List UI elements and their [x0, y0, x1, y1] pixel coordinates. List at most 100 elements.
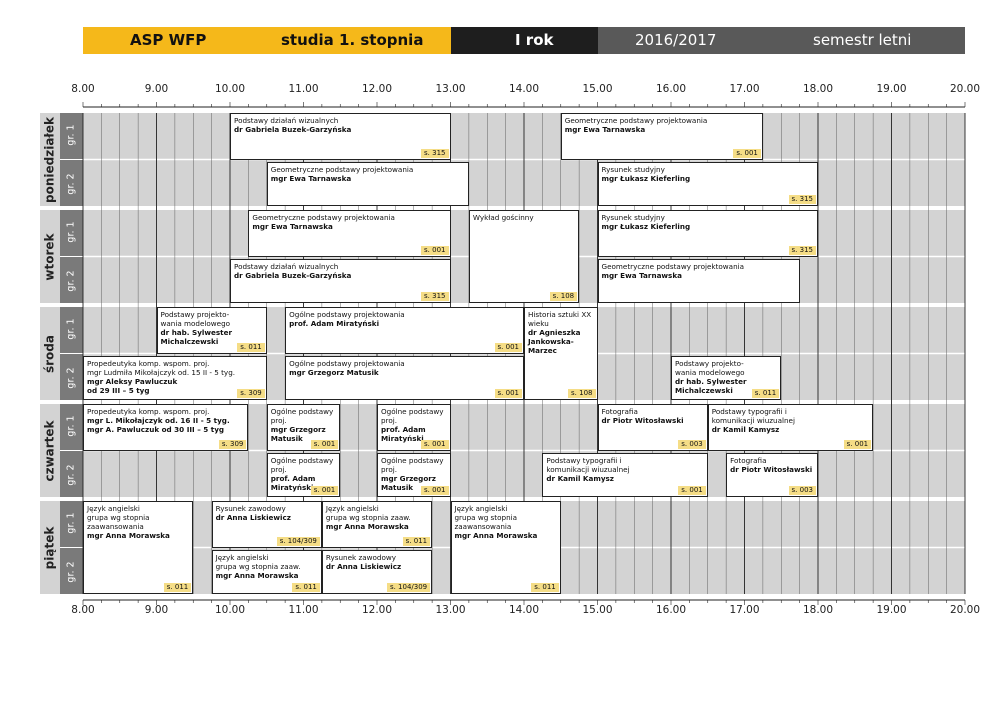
class-room-badge: s. 003: [788, 486, 816, 495]
class-teacher: mgr Aleksy Pawluczuk od 29 III – 5 tyg: [87, 376, 178, 395]
header-academic-year: 2016/2017: [635, 31, 717, 49]
class-teacher: dr Gabriela Buzek-Garzyńska: [234, 125, 352, 134]
class-block: Geometryczne podstawy projektowania mgr E…: [597, 258, 800, 303]
class-title: Propedeutyka komp. wspom. proj.: [87, 407, 210, 416]
class-block: Rysunek studyjny mgr Łukasz Kieferling s. …: [597, 161, 818, 206]
hour-label-bottom: 16.00: [655, 604, 687, 616]
class-block: Podstawy działań wizualnych dr Gabriela B…: [230, 258, 451, 303]
class-room-badge: s. 315: [788, 245, 816, 255]
class-room-badge: s. 001: [421, 245, 449, 255]
day-label-background: [40, 404, 60, 497]
class-title: Rysunek zawodowy: [325, 552, 396, 562]
class-teacher: dr hab. Sylwester Michalczewski: [160, 328, 233, 346]
class-teacher: prof. Adam Miratyński: [381, 425, 426, 443]
class-block: Historia sztuki XX wieku dr Agnieszka Jan…: [524, 307, 598, 400]
class-title: Fotografia: [730, 455, 767, 465]
class-block: Geometryczne podstawy projektowania mgr E…: [248, 210, 451, 257]
hour-label-top: 9.00: [144, 83, 169, 95]
class-title: Historia sztuki XX wieku: [528, 310, 592, 328]
class-teacher: mgr Grzegorz Matusik: [289, 367, 379, 377]
class-teacher: mgr Ewa Tarnawska: [270, 173, 352, 183]
class-teacher: mgr L. Mikołajczyk od. 16 II - 5 tyg. mg…: [87, 416, 230, 434]
class-title: Ogólne podstawy proj.: [270, 407, 334, 425]
class-teacher: dr Gabriela Buzek-Garzyńska: [234, 270, 352, 280]
class-block: Język angielski grupa wg stopnia zaaw. mg…: [211, 549, 322, 594]
class-block: Ogólne podstawy proj. mgr Grzegorz Matusi…: [266, 404, 341, 451]
class-teacher: mgr Ewa Tarnawska: [564, 125, 646, 134]
hour-label-bottom: 19.00: [876, 604, 907, 616]
class-block: Podstawy działań wizualnych dr Gabriela B…: [230, 113, 451, 160]
class-teacher: mgr Anna Morawska: [454, 531, 538, 540]
class-teacher: dr Piotr Witosławski: [730, 464, 813, 474]
class-block: Podstawy projekto- wania modelowego dr ha…: [671, 355, 782, 400]
class-title: Język angielski grupa wg stopnia zaawans…: [87, 504, 150, 531]
hour-label-top: 16.00: [655, 83, 687, 95]
day-label: piątek: [42, 526, 56, 569]
class-teacher: dr Anna Liskiewicz: [325, 561, 402, 571]
hour-label-bottom: 17.00: [729, 604, 760, 616]
group-label: gr. 2: [65, 464, 77, 486]
class-title: Rysunek zawodowy: [215, 504, 286, 513]
class-teacher: mgr Anna Morawska: [87, 531, 170, 540]
class-teacher: dr Kamil Kamysz: [711, 425, 780, 434]
group-label: gr. 2: [65, 173, 77, 195]
class-room-badge: s. 011: [237, 342, 265, 352]
class-room-badge: s. 104/309: [276, 536, 320, 546]
class-block: Propedeutyka komp. wspom. proj. mgr L. Mi…: [83, 404, 249, 451]
hour-label-top: 18.00: [802, 83, 834, 95]
class-block: Ogólne podstawy proj. prof. Adam Miratyńs…: [266, 452, 341, 497]
class-title: Rysunek studyjny: [601, 164, 665, 174]
header-black-segment: [451, 27, 598, 54]
class-teacher: mgr Anna Morawska: [215, 570, 299, 580]
class-teacher: mgr Ewa Tarnawska: [252, 222, 333, 231]
class-block: Podstawy typografii i komunikacji wiuzua…: [707, 404, 874, 451]
class-teacher: mgr Łukasz Kieferling: [601, 173, 691, 183]
day-label: poniedziałek: [42, 116, 56, 203]
hour-label-bottom: 11.00: [288, 604, 319, 616]
class-room-badge: s. 011: [292, 583, 320, 592]
hour-label-bottom: 10.00: [214, 604, 246, 616]
class-title: Podstawy projekto- wania modelowego: [160, 310, 231, 328]
class-title: Podstawy działań wizualnych: [234, 116, 339, 125]
class-block: Rysunek studyjny mgr Łukasz Kieferling s. …: [597, 210, 818, 257]
group-label: gr. 1: [65, 318, 77, 340]
class-room-badge: s. 001: [494, 389, 522, 398]
class-title: Wykład gościnny: [472, 213, 534, 222]
class-block: Ogólne podstawy proj. mgr Grzegorz Matusi…: [377, 452, 451, 497]
class-room-badge: s. 104/309: [386, 583, 431, 592]
class-room-badge: s. 011: [163, 583, 192, 592]
header-gray-segment: [598, 27, 965, 54]
class-title: Rysunek studyjny: [601, 213, 665, 222]
group-label: gr. 1: [65, 512, 77, 534]
class-title: Język angielski grupa wg stopnia zaaw.: [215, 552, 301, 571]
group-label: gr. 2: [65, 367, 77, 389]
class-title: Propedeutyka komp. wspom. proj. mgr Ludm…: [87, 358, 236, 377]
hour-label-bottom: 8.00: [71, 604, 95, 616]
class-room-badge: s. 001: [494, 342, 522, 352]
class-room-badge: s. 309: [218, 439, 247, 449]
class-block: Geometryczne podstawy projektowania mgr E…: [266, 161, 469, 206]
class-teacher: mgr Grzegorz Matusik: [270, 425, 326, 443]
day-label: wtorek: [42, 232, 56, 281]
class-title: Podstawy działań wizualnych: [234, 261, 339, 271]
day-label: czwartek: [42, 419, 56, 482]
header-year: I rok: [515, 31, 554, 49]
class-block: Propedeutyka komp. wspom. proj. mgr Ludm…: [83, 355, 267, 400]
day-label-background: [40, 210, 60, 303]
class-teacher: mgr Grzegorz Matusik: [381, 473, 436, 492]
class-block: Rysunek zawodowy dr Anna Liskiewicz s. 104…: [321, 549, 433, 594]
header-semester: semestr letni: [813, 31, 912, 49]
class-room-badge: s. 003: [678, 439, 706, 449]
hour-label-bottom: 9.00: [144, 604, 169, 616]
class-room-badge: s. 001: [310, 439, 339, 449]
class-room-badge: s. 001: [678, 486, 706, 495]
group-label: gr. 2: [65, 561, 77, 583]
class-block: Ogólne podstawy proj. prof. Adam Miratyńs…: [377, 404, 451, 451]
header-level: studia 1. stopnia: [281, 31, 424, 49]
day-label-background: [40, 501, 60, 594]
class-title: Język angielski grupa wg stopnia zaaw.: [325, 504, 411, 522]
hour-label-top: 8.00: [71, 83, 95, 95]
class-room-badge: s. 001: [733, 148, 761, 158]
class-teacher: dr Kamil Kamysz: [546, 473, 614, 483]
class-room-badge: s. 001: [421, 439, 449, 449]
